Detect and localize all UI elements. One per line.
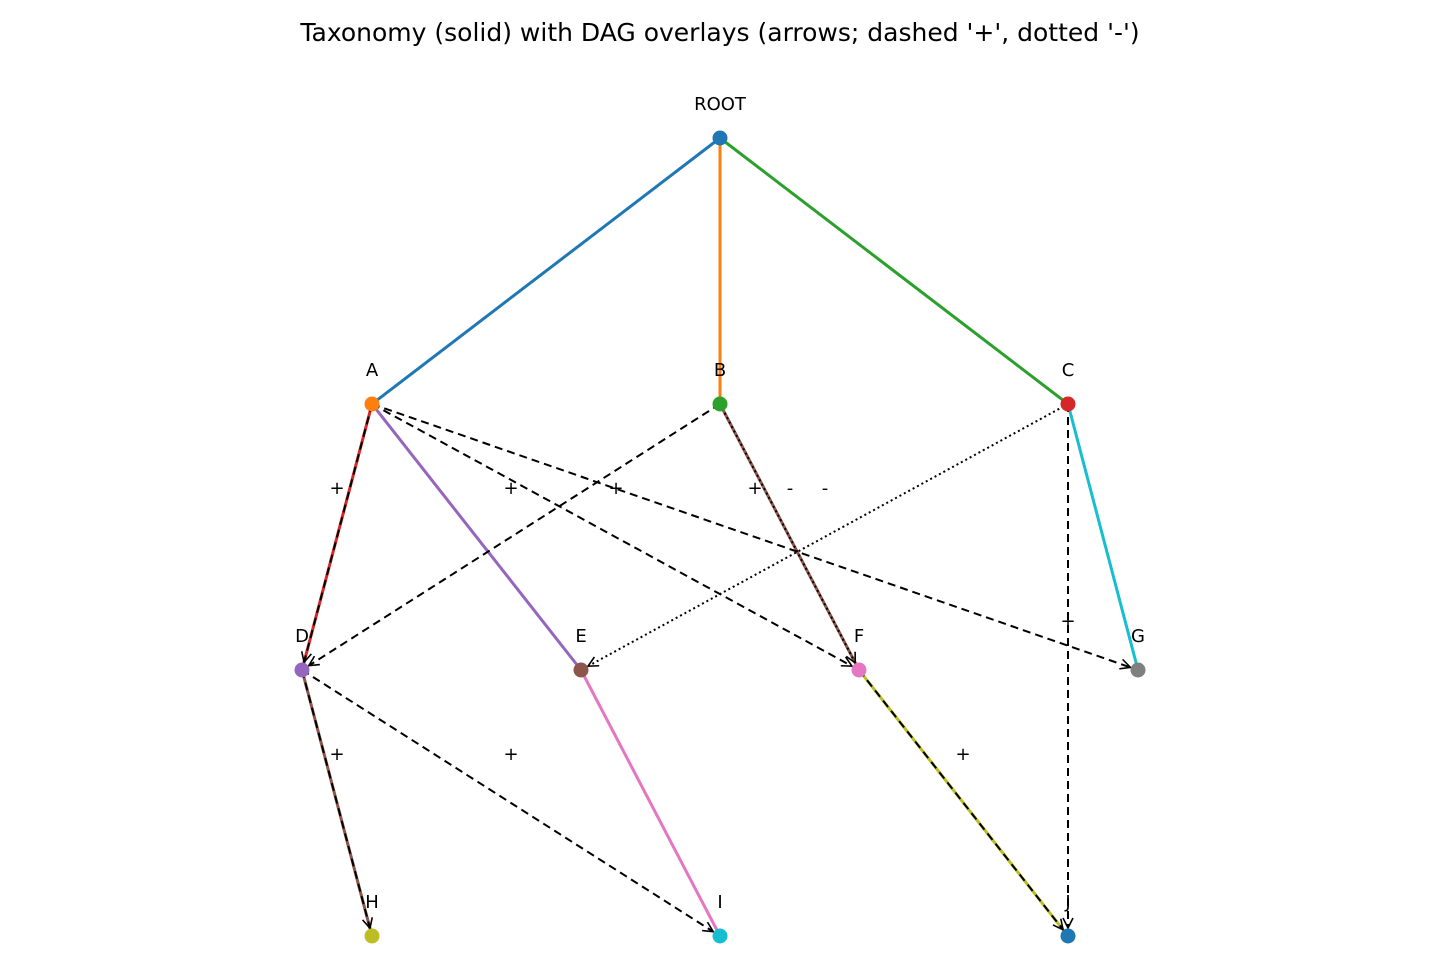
dag-edge-d-i bbox=[301, 669, 713, 932]
node-label-b: B bbox=[714, 360, 726, 381]
node-c bbox=[1060, 396, 1076, 412]
tree-edge-c-g bbox=[1066, 403, 1140, 671]
figure-title: Taxonomy (solid) with DAG overlays (arro… bbox=[300, 18, 1140, 47]
node-label-d: D bbox=[295, 626, 309, 647]
node-label-j: J bbox=[1064, 892, 1070, 913]
node-f bbox=[851, 662, 867, 678]
tree-edge-e-i bbox=[579, 669, 722, 937]
node-d bbox=[294, 662, 310, 678]
node-label-h: H bbox=[365, 892, 379, 913]
node-root bbox=[712, 130, 728, 146]
node-label-a: A bbox=[366, 360, 379, 381]
node-label-root: ROOT bbox=[694, 94, 747, 115]
dag-sign-b-d: + bbox=[747, 478, 762, 499]
tree-edge-root-c bbox=[719, 136, 1069, 406]
dag-sign-c-j: + bbox=[1060, 611, 1075, 632]
node-label-e: E bbox=[575, 626, 586, 647]
nodes: ROOT A B C D E F G H I J bbox=[294, 94, 1146, 944]
dag-sign-a-d: + bbox=[329, 478, 344, 499]
node-g bbox=[1130, 662, 1146, 678]
dag-edges bbox=[301, 403, 1130, 932]
node-e bbox=[573, 662, 589, 678]
dag-sign-c-e: - bbox=[822, 478, 829, 499]
node-label-c: C bbox=[1062, 360, 1075, 381]
dag-edge-b-f bbox=[719, 403, 857, 663]
dag-sign-a-g: + bbox=[608, 478, 623, 499]
dag-edge-b-d bbox=[309, 403, 721, 666]
dag-edge-a-f bbox=[371, 403, 852, 668]
dag-sign-d-h: + bbox=[329, 744, 344, 765]
dag-sign-f-j: + bbox=[955, 744, 970, 765]
dag-sign-d-i: + bbox=[503, 744, 518, 765]
dag-sign-b-f: - bbox=[787, 478, 794, 499]
tree-edges bbox=[300, 136, 1140, 937]
node-label-f: F bbox=[854, 626, 864, 647]
node-h bbox=[364, 928, 380, 944]
dag-edge-a-d bbox=[304, 403, 373, 662]
node-b bbox=[712, 396, 728, 412]
dag-edge-d-h bbox=[301, 669, 370, 928]
node-j bbox=[1060, 928, 1076, 944]
dag-edge-c-e bbox=[588, 403, 1069, 668]
tree-edge-a-e bbox=[370, 403, 583, 671]
tree-edge-root-a bbox=[371, 136, 721, 406]
node-label-g: G bbox=[1131, 626, 1145, 647]
node-label-i: I bbox=[717, 892, 722, 913]
dag-sign-a-f: + bbox=[503, 478, 518, 499]
node-a bbox=[364, 396, 380, 412]
dag-sign-labels: + + + + - - + + + + bbox=[329, 478, 1075, 765]
dag-edge-f-j bbox=[858, 669, 1063, 930]
dag-edge-a-g bbox=[371, 403, 1130, 667]
node-i bbox=[712, 928, 728, 944]
